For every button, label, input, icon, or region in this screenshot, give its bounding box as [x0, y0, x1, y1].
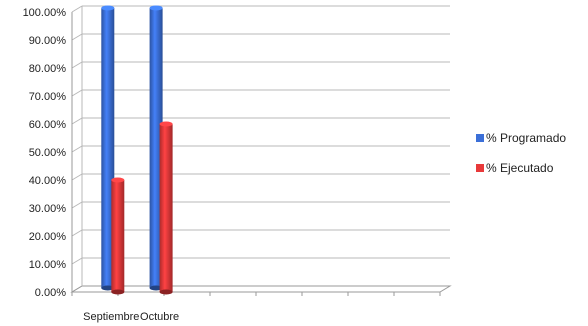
y-tick-label: 40.00%: [29, 175, 67, 187]
gridline-depth: [71, 33, 83, 41]
legend-label: % Ejecutado: [486, 161, 554, 175]
legend: % Programado % Ejecutado: [476, 131, 566, 175]
y-tick-label: 70.00%: [29, 91, 67, 103]
gridline-depth: [71, 173, 83, 181]
gridline-depth: [71, 201, 83, 209]
gridline-depth: [71, 229, 83, 237]
y-tick-label: 50.00%: [29, 147, 67, 159]
x-tick-label: Octubre: [140, 311, 179, 323]
gridline-depth: [71, 117, 83, 125]
y-tick-label: 100.00%: [23, 7, 67, 19]
bar-programado: [101, 5, 115, 291]
gridline-depth: [71, 145, 83, 153]
chart-floor: [70, 285, 452, 293]
y-tick-label: 60.00%: [29, 119, 67, 131]
legend-swatch: [476, 134, 484, 142]
bar-programado: [149, 5, 163, 291]
y-tick-label: 10.00%: [29, 259, 67, 271]
gridline-depth: [71, 61, 83, 69]
y-tick-label: 80.00%: [29, 63, 67, 75]
x-axis-ticks: Septiembre Octubre: [83, 311, 179, 323]
y-axis-ticks: 0.00% 10.00% 20.00% 30.00% 40.00% 50.00% 60.00…: [23, 7, 67, 299]
legend-label: % Programado: [486, 131, 566, 145]
bars: [101, 5, 173, 295]
bar-ejecutado: [111, 177, 125, 295]
gridline-depth: [71, 89, 83, 97]
y-tick-label: 90.00%: [29, 35, 67, 47]
x-tick-label: Septiembre: [83, 311, 139, 323]
axes: [70, 6, 452, 296]
y-tick-label: 0.00%: [35, 287, 66, 299]
gridline-depth: [71, 5, 83, 13]
gridline-depth: [71, 257, 83, 265]
y-tick-label: 30.00%: [29, 203, 67, 215]
gridlines: [71, 5, 450, 293]
bar-ejecutado: [159, 121, 173, 295]
legend-swatch: [476, 164, 484, 172]
y-tick-label: 20.00%: [29, 231, 67, 243]
